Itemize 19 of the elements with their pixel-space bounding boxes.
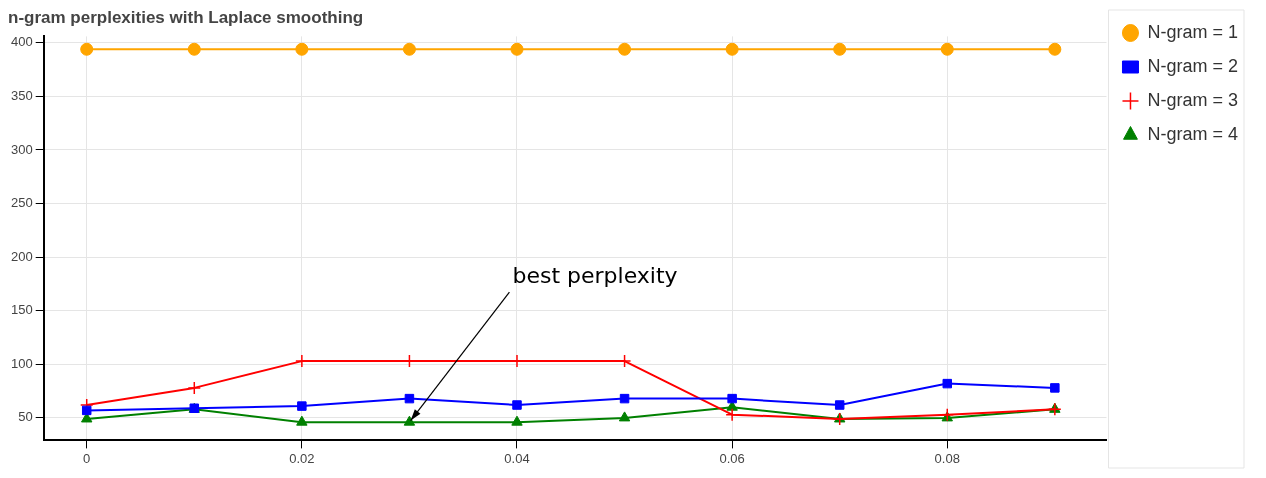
y-tick-label: 250 [10,195,33,211]
x-tick-label: 0.02 [289,450,315,466]
legend-label: N-gram = 2 [1147,55,1238,76]
y-tick-label: 350 [10,87,33,103]
legend-label: N-gram = 4 [1147,123,1238,144]
legend-label: N-gram = 3 [1147,89,1238,110]
y-tick-label: 400 [10,34,33,50]
legend-label: N-gram = 1 [1147,21,1238,42]
y-tick-label: 300 [10,141,33,157]
x-tick-label: 0.08 [934,450,960,466]
chart-title: n-gram perplexities with Laplace smoothing [8,7,364,27]
y-tick-label: 50 [18,409,33,425]
y-tick-label: 100 [10,355,33,371]
y-tick-label: 200 [10,248,33,264]
annotation: best perplexity [512,262,678,288]
x-tick-label: 0 [83,450,91,466]
x-tick-label: 0.04 [504,450,530,466]
y-tick-label: 150 [10,302,33,318]
x-tick-label: 0.06 [719,450,745,466]
